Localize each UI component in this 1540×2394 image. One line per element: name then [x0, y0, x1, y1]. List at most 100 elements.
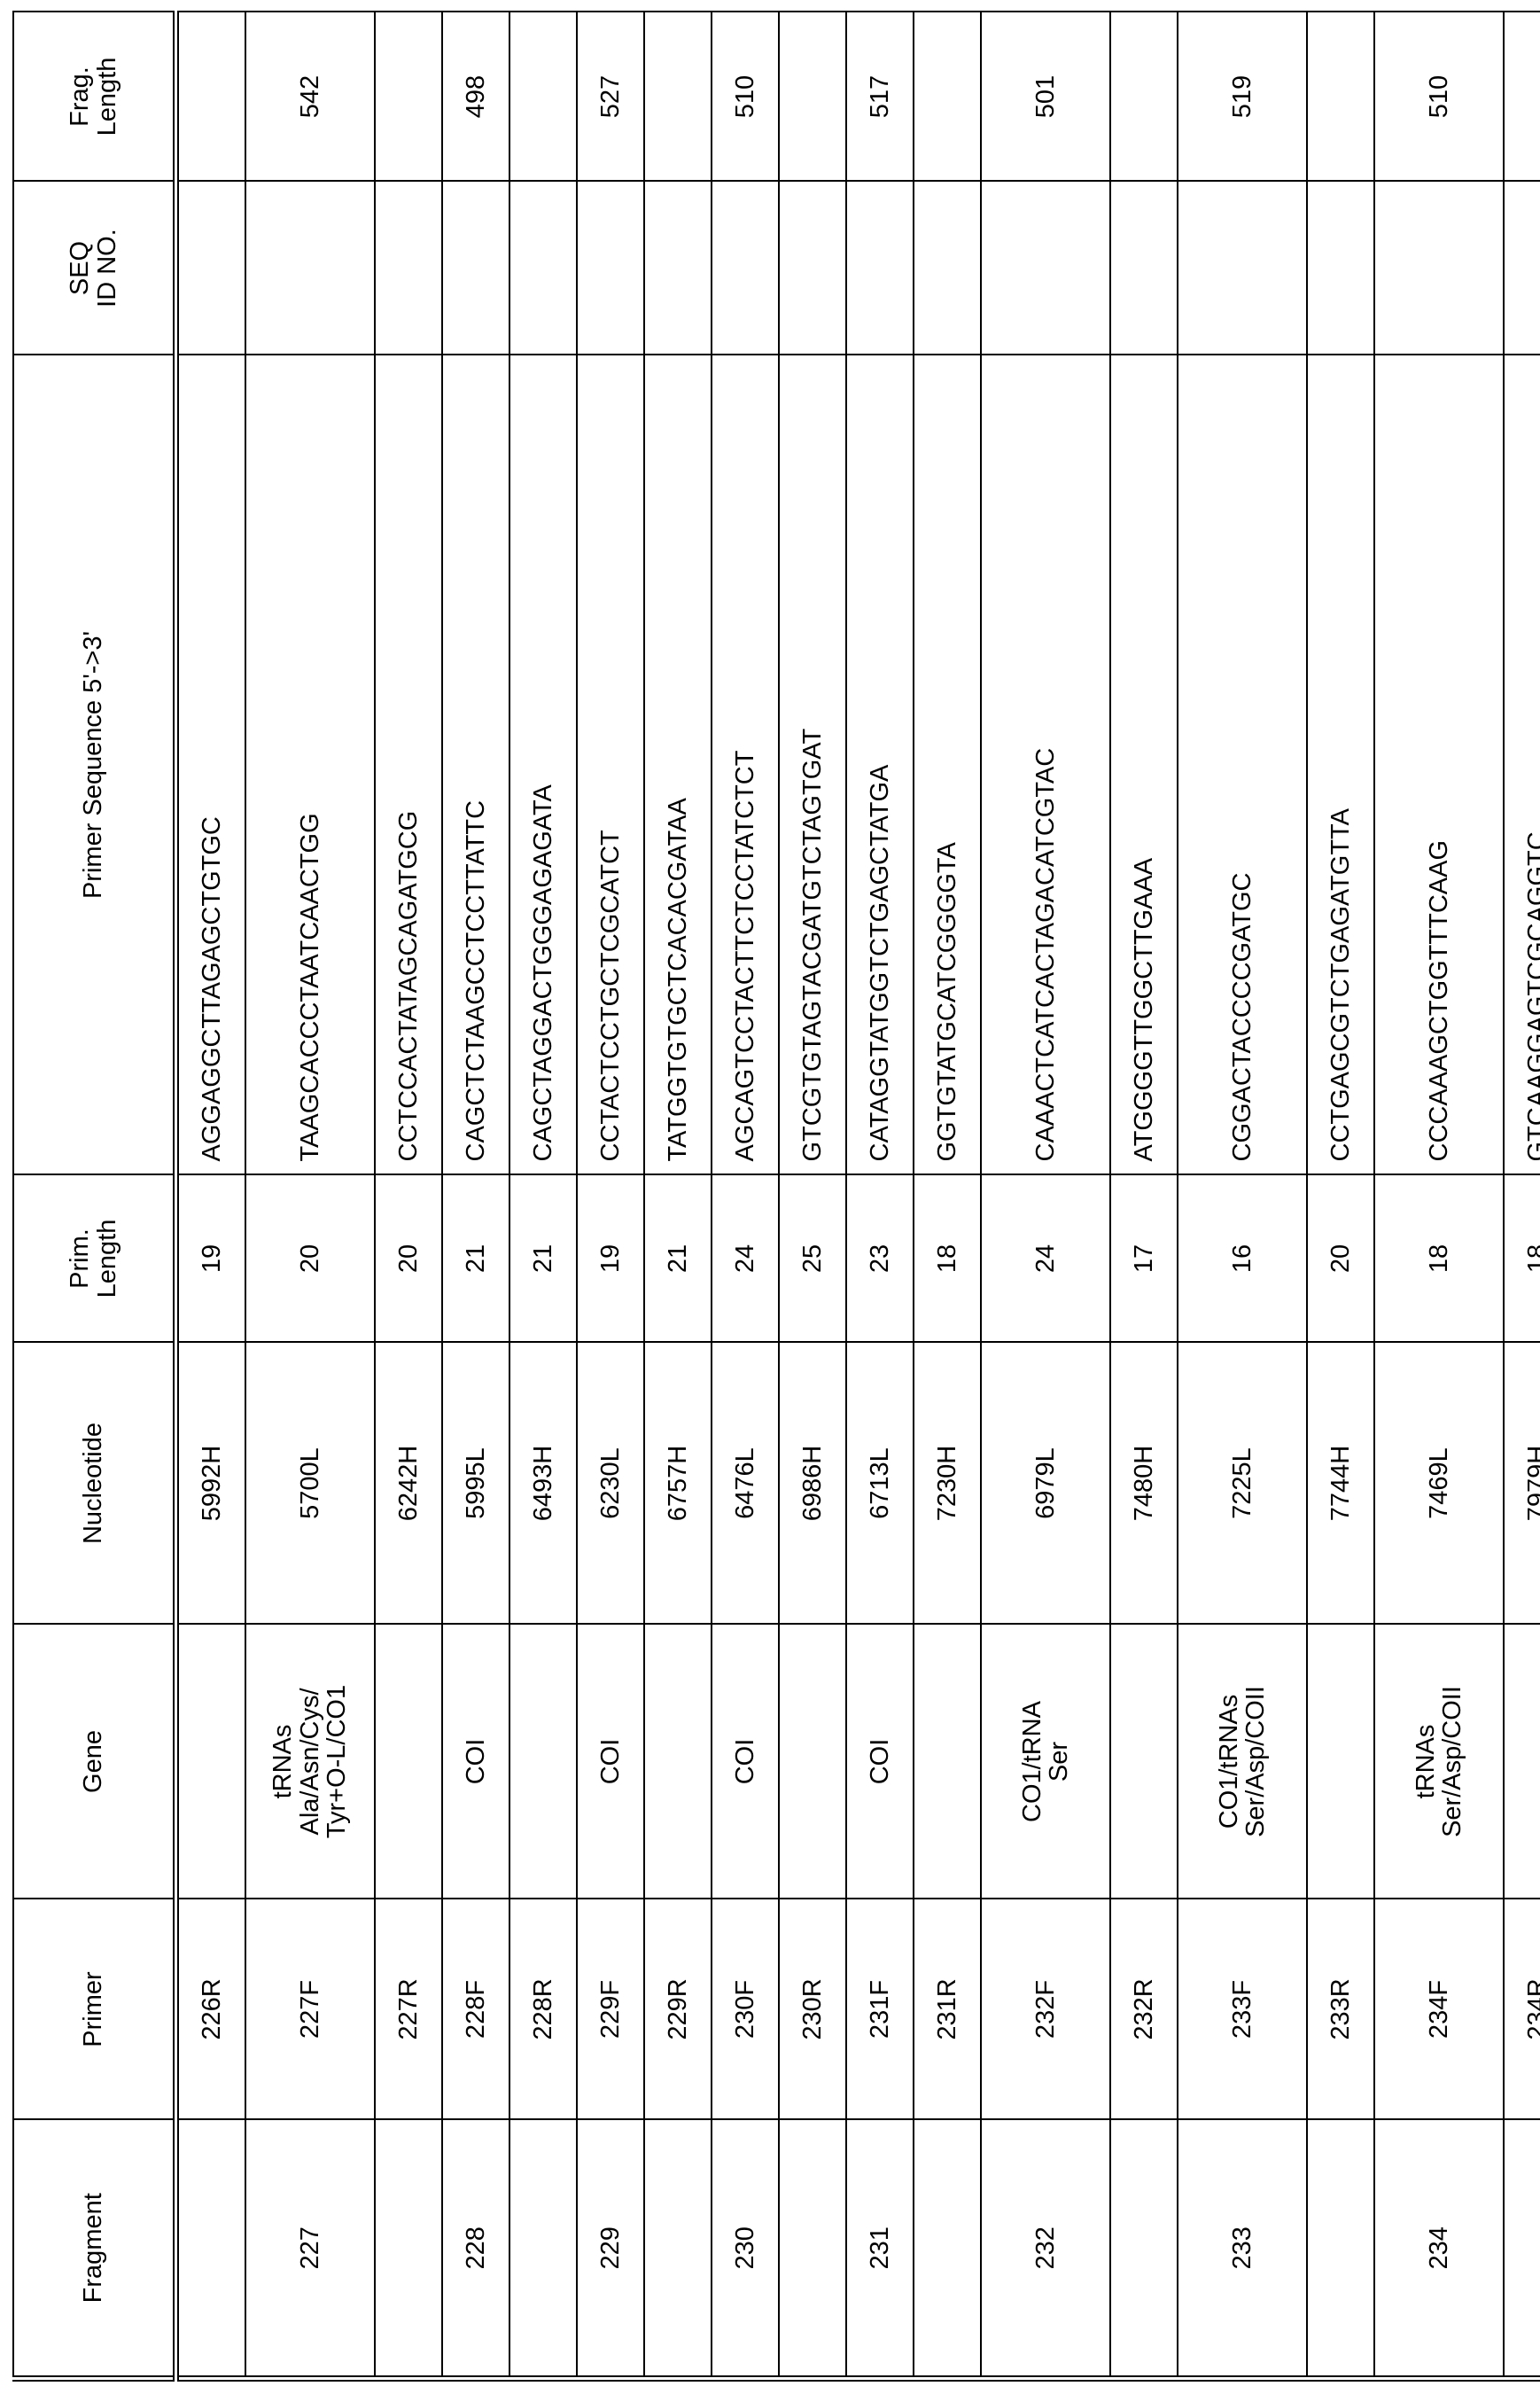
table-cell — [1307, 182, 1374, 355]
table-cell — [1504, 2120, 1540, 2379]
table-row: 228228FCOI5995L21CAGCTCTAAGCCTCCTTATTC49… — [442, 12, 509, 2379]
table-cell: 230F — [712, 1899, 779, 2120]
table-cell: GTCAAGGAGTCGCAGGTC — [1504, 355, 1540, 1175]
table-cell: 233R — [1307, 1899, 1374, 2120]
table-cell — [644, 182, 712, 355]
table-cell: CGGACTACCCCGATGC — [1178, 355, 1307, 1175]
table-cell: 527 — [577, 12, 644, 182]
table-cell: 233F — [1178, 1899, 1307, 2120]
table-cell — [1504, 1625, 1540, 1899]
table-header: FragmentPrimerGeneNucleotidePrim. Length… — [13, 12, 176, 2379]
table-cell: 229R — [644, 1899, 712, 2120]
table-cell: CCTACTCCTGCTCGCATCT — [577, 355, 644, 1175]
table-cell — [914, 1625, 981, 1899]
table-cell: 21 — [644, 1175, 712, 1343]
table-cell: CCTCCACTATAGCAGATGCG — [375, 355, 442, 1175]
table-cell: 228F — [442, 1899, 509, 2120]
table-row: 227R6242H20CCTCCACTATAGCAGATGCG — [375, 12, 442, 2379]
table-cell: 18 — [1374, 1175, 1504, 1343]
table-cell: COI — [846, 1625, 914, 1899]
column-header: Fragment — [13, 2120, 176, 2379]
table-row: 231231FCOI6713L23CATAGGTATGGTCTGAGCTATGA… — [846, 12, 914, 2379]
table-cell: CAGCTCTAAGCCTCCTTATTC — [442, 355, 509, 1175]
table-cell: 24 — [712, 1175, 779, 1343]
table-cell: CO1/tRNAs Ser/Asp/COII — [1178, 1625, 1307, 1899]
table-cell — [442, 182, 509, 355]
table-cell — [779, 1625, 846, 1899]
table-cell — [846, 182, 914, 355]
table-cell: 227F — [245, 1899, 375, 2120]
table-cell: 5992H — [176, 1343, 246, 1625]
table-row: 230230FCOI6476L24AGCAGTCCTACTTCTCCTATCTC… — [712, 12, 779, 2379]
table-cell: COI — [442, 1625, 509, 1899]
table-cell: 229 — [577, 2120, 644, 2379]
table-cell: 21 — [442, 1175, 509, 1343]
table-cell — [779, 12, 846, 182]
table-cell — [509, 182, 577, 355]
table-cell: 7480H — [1110, 1343, 1178, 1625]
table-cell: AGGAGGCTTAGAGCTGTGC — [176, 355, 246, 1175]
table-cell: 18 — [914, 1175, 981, 1343]
table-row: 227227FtRNAs Ala/Asn/Cys/ Tyr+O-L/CO1570… — [245, 12, 375, 2379]
table-row: 229R6757H21TATGGTGTGCTCACACGATAA — [644, 12, 712, 2379]
table-cell: AGCAGTCCTACTTCTCCTATCTCT — [712, 355, 779, 1175]
table-cell: GTCGTGTAGTACGATGTCTAGTGAT — [779, 355, 846, 1175]
table-cell: 17 — [1110, 1175, 1178, 1343]
table-cell: 501 — [981, 12, 1110, 182]
table-cell: 519 — [1178, 12, 1307, 182]
table-cell: 19 — [176, 1175, 246, 1343]
table-cell: CAGCTAGGACTGGGAGAGATA — [509, 355, 577, 1175]
table-row: 233R7744H20CCTGAGCGTCTGAGATGTTA — [1307, 12, 1374, 2379]
table-cell: 228R — [509, 1899, 577, 2120]
table-row: 234234FtRNAs Ser/Asp/COII7469L18CCCAAAGC… — [1374, 12, 1504, 2379]
table-cell: 21 — [509, 1175, 577, 1343]
table-cell: 6493H — [509, 1343, 577, 1625]
table-cell: CAAACTCATCACTAGACATCGTAC — [981, 355, 1110, 1175]
table-cell: CCTGAGCGTCTGAGATGTTA — [1307, 355, 1374, 1175]
table-cell: 7225L — [1178, 1343, 1307, 1625]
table-cell: 231F — [846, 1899, 914, 2120]
table-cell: 19 — [577, 1175, 644, 1343]
table-cell — [1307, 1625, 1374, 1899]
table-cell: TATGGTGTGCTCACACGATAA — [644, 355, 712, 1175]
table-cell: 226R — [176, 1899, 246, 2120]
table-cell — [375, 1625, 442, 1899]
table-cell: 232F — [981, 1899, 1110, 2120]
table-cell: TAAGCACCCTAATCAACTGG — [245, 355, 375, 1175]
table-cell — [176, 2120, 246, 2379]
table-cell: 233 — [1178, 2120, 1307, 2379]
table-cell — [1110, 182, 1178, 355]
table-cell: 6242H — [375, 1343, 442, 1625]
table-cell: 227R — [375, 1899, 442, 2120]
table-cell: 227 — [245, 2120, 375, 2379]
table-cell: 234 — [1374, 2120, 1504, 2379]
table-cell: 16 — [1178, 1175, 1307, 1343]
table-cell — [712, 182, 779, 355]
table-cell: 6230L — [577, 1343, 644, 1625]
table-cell — [176, 182, 246, 355]
column-header: Primer Sequence 5'->3' — [13, 355, 176, 1175]
table-cell — [1110, 12, 1178, 182]
table-cell — [509, 12, 577, 182]
table-cell — [176, 1625, 246, 1899]
table-cell: 510 — [1374, 12, 1504, 182]
table-cell: 232R — [1110, 1899, 1178, 2120]
table-cell: 6986H — [779, 1343, 846, 1625]
table-cell: 7230H — [914, 1343, 981, 1625]
table-cell: 234R — [1504, 1899, 1540, 2120]
table-cell — [577, 182, 644, 355]
column-header: Frag. Length — [13, 12, 176, 182]
table-cell — [981, 182, 1110, 355]
column-header: Primer — [13, 1899, 176, 2120]
table-row: 234R 7979H18GTCAAGGAGTCGCAGGTC — [1504, 12, 1540, 2379]
table-cell: 7979H — [1504, 1343, 1540, 1625]
column-header: SEQ ID NO. — [13, 182, 176, 355]
table-cell: COI — [577, 1625, 644, 1899]
table-cell — [1504, 12, 1540, 182]
table-cell — [1110, 1625, 1178, 1899]
table-cell: 18 — [1504, 1175, 1540, 1343]
table-cell — [375, 182, 442, 355]
table-cell: 20 — [1307, 1175, 1374, 1343]
